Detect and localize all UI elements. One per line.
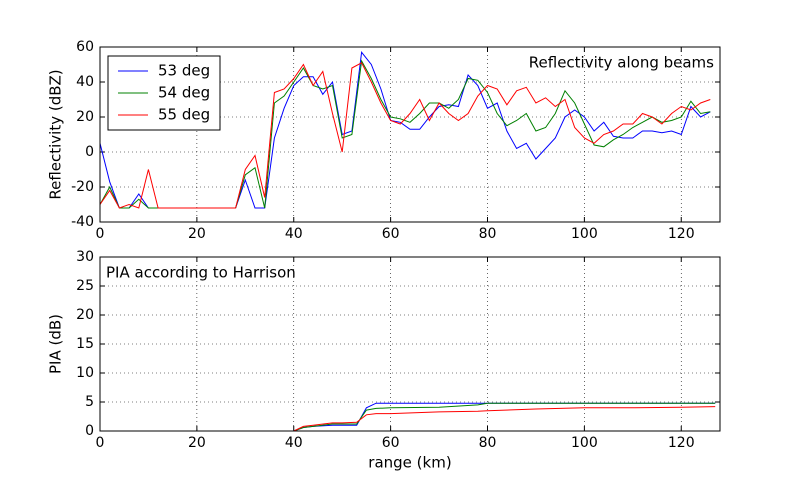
plot-frame [99, 46, 721, 223]
x-tick-label: 100 [571, 226, 598, 242]
x-tick-label: 20 [188, 226, 206, 242]
y-tick-label: 60 [76, 39, 94, 55]
y-tick-label: 15 [76, 336, 94, 352]
y-tick-label: -40 [71, 214, 94, 230]
y-tick-label: 10 [76, 365, 94, 381]
y-tick-label: 20 [76, 307, 94, 323]
y-tick-label: 40 [76, 74, 94, 90]
legend-label: 54 deg [158, 84, 210, 102]
series-line [100, 406, 716, 432]
y-tick-label: 30 [76, 249, 94, 265]
y-tick-label: 20 [76, 109, 94, 125]
x-tick-label: 40 [285, 435, 303, 451]
y-tick-label: 0 [85, 144, 94, 160]
annotation: PIA according to Harrison [106, 264, 296, 282]
y-tick-label: 0 [85, 423, 94, 439]
annotation: Reflectivity along beams [529, 54, 714, 72]
legend-label: 55 deg [158, 106, 210, 124]
x-tick-label: 60 [382, 226, 400, 242]
x-tick-label: 40 [285, 226, 303, 242]
series-line [100, 402, 716, 432]
x-axis-label: range (km) [368, 454, 451, 472]
y-axis-label: PIA (dB) [47, 314, 65, 374]
y-tick-label: 25 [76, 278, 94, 294]
x-tick-label: 0 [96, 435, 105, 451]
x-tick-label: 80 [479, 435, 497, 451]
x-tick-label: 60 [382, 435, 400, 451]
y-tick-label: 5 [85, 394, 94, 410]
x-tick-label: 0 [96, 226, 105, 242]
x-tick-label: 120 [668, 435, 695, 451]
legend-label: 53 deg [158, 62, 210, 80]
x-tick-label: 100 [571, 435, 598, 451]
series-line [99, 62, 711, 209]
plot-frame [99, 256, 721, 432]
y-tick-label: -20 [71, 179, 94, 195]
y-axis-label: Reflectivity (dBZ) [47, 69, 65, 199]
x-tick-label: 80 [479, 226, 497, 242]
x-tick-label: 20 [188, 435, 206, 451]
x-tick-label: 120 [668, 226, 695, 242]
